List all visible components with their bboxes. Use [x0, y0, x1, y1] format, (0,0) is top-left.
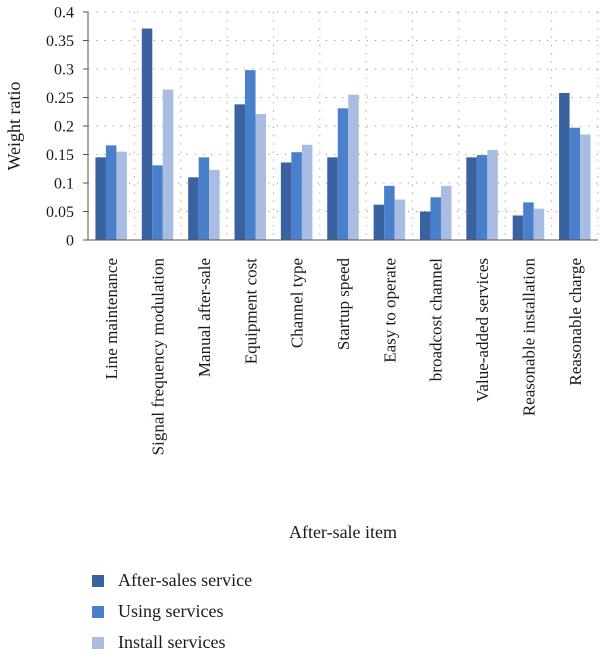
bar	[569, 127, 581, 240]
legend-item: After-sales service	[92, 565, 252, 596]
bar	[141, 28, 153, 241]
bar	[95, 157, 106, 240]
y-tick-label: 0	[66, 233, 74, 250]
legend-swatch	[92, 605, 104, 618]
bar	[487, 149, 498, 240]
x-tick-label: Manual after-sale	[195, 258, 214, 377]
bar	[255, 114, 267, 240]
bar	[162, 89, 174, 241]
bars	[95, 28, 591, 241]
bar	[430, 197, 441, 240]
bar	[466, 157, 477, 240]
bar	[476, 155, 488, 240]
bar	[245, 70, 256, 240]
y-tick-label: 0.15	[46, 147, 74, 164]
bar	[105, 145, 117, 240]
x-tick-label: Value-added services	[473, 258, 492, 402]
x-tick-label: Startup speed	[334, 258, 353, 351]
category-labels: Line maintenance Signal frequency modulat…	[102, 258, 585, 456]
x-tick-label: Channel type	[288, 258, 307, 348]
bar-chart: 0 0.05 0.1 0.15 0.2 0.25 0.3 0.35 0.4 Line maint…	[4, 5, 599, 542]
bar	[291, 152, 302, 240]
y-tick-label: 0.25	[46, 90, 74, 107]
y-axis-ticks: 0 0.05 0.1 0.15 0.2 0.25 0.3 0.35 0.4	[46, 5, 88, 250]
bar	[234, 104, 246, 240]
legend-label: Using services	[118, 601, 224, 621]
bar	[440, 185, 452, 240]
bar	[559, 92, 570, 240]
x-tick-label: Line maintenance	[102, 258, 121, 379]
bar	[209, 169, 220, 240]
legend-label: After-sales service	[118, 570, 253, 590]
bar	[384, 185, 395, 240]
bar	[280, 162, 292, 240]
bar	[188, 177, 199, 240]
x-tick-label: Reasonable installation	[519, 258, 538, 417]
x-axis-title: After-sale item	[289, 522, 397, 542]
bar	[152, 165, 163, 240]
y-tick-label: 0.2	[54, 119, 74, 136]
bar	[373, 204, 385, 240]
legend-label: Install services	[118, 632, 226, 652]
axes	[87, 12, 598, 241]
bar	[512, 215, 524, 240]
bar	[327, 157, 338, 240]
legend: After-sales service Using services Insta…	[92, 565, 252, 658]
x-tick-label: Signal frequency modulation	[149, 258, 168, 456]
y-tick-label: 0.3	[54, 62, 74, 79]
legend-swatch	[92, 574, 104, 587]
y-tick-label: 0.35	[46, 33, 74, 50]
x-tick-label: broadcost channel	[427, 258, 446, 381]
bar	[116, 151, 127, 240]
legend-swatch	[92, 636, 104, 649]
bar	[301, 144, 313, 240]
x-tick-label: Easy to operate	[380, 258, 399, 363]
legend-item: Using services	[92, 596, 252, 627]
y-axis-title: Weight ratio	[4, 81, 24, 170]
bar	[198, 157, 210, 240]
y-tick-label: 0.1	[54, 176, 74, 193]
bar	[533, 208, 545, 240]
bar	[348, 94, 359, 241]
bar	[337, 108, 349, 240]
bar	[580, 134, 591, 240]
y-tick-label: 0.05	[46, 204, 74, 221]
x-tick-label: Equipment cost	[241, 258, 260, 365]
bar	[419, 211, 431, 240]
x-tick-label: Reasonable charge	[566, 258, 585, 386]
legend-item: Install services	[92, 627, 252, 658]
bar	[394, 199, 406, 240]
y-tick-label: 0.4	[54, 5, 74, 22]
bar	[523, 202, 534, 240]
